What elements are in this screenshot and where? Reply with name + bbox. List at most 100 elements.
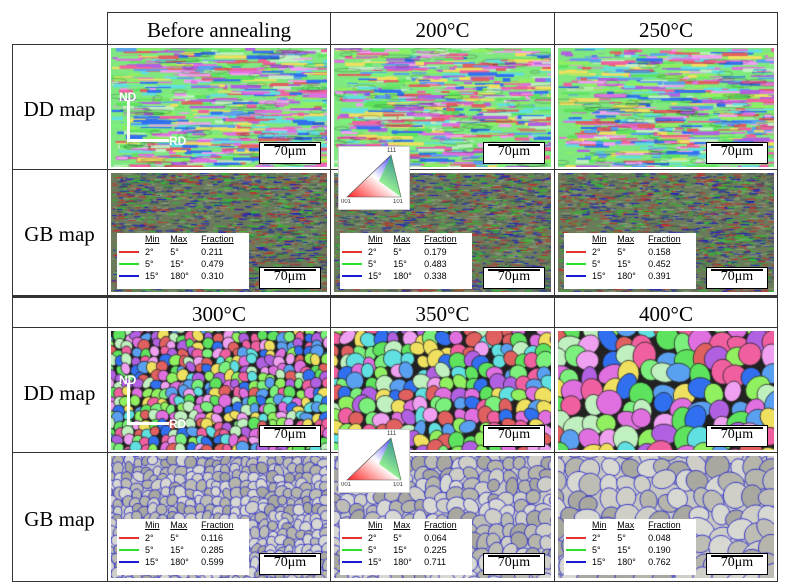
gb-legend: Min Max Fraction 2° 5° 0.064 5° 15° 0.225 15° 180°… — [340, 519, 472, 575]
legend-header-min: Min — [368, 234, 383, 244]
legend-fraction: 0.452 — [648, 259, 671, 269]
legend-row: 15° 180° 0.391 — [564, 270, 696, 282]
axis-label-nd: ND — [119, 90, 137, 104]
legend-max: 15° — [617, 545, 631, 555]
legend-header-max: Max — [617, 520, 635, 530]
gb-legend: Min Max Fraction 2° 5° 0.179 5° 15° 0.483 15° 180°… — [340, 233, 472, 289]
legend-min: 2° — [368, 247, 377, 257]
scale-bar: 70μm — [483, 142, 545, 164]
legend-fraction: 0.064 — [424, 533, 447, 543]
axis-line — [127, 422, 169, 425]
scale-bar: 70μm — [706, 142, 768, 164]
legend-min: 15° — [145, 271, 159, 281]
grid-line — [107, 12, 108, 582]
scale-bar: 70μm — [483, 425, 545, 447]
legend-fraction: 0.391 — [648, 271, 671, 281]
axis-line — [127, 139, 169, 142]
legend-fraction: 0.479 — [201, 259, 224, 269]
legend-max: 15° — [393, 259, 407, 269]
axis-label-rd: RD — [169, 134, 187, 148]
legend-min: 5° — [145, 545, 154, 555]
legend-header-min: Min — [592, 234, 607, 244]
legend-row: 5° 15° 0.225 — [340, 544, 472, 556]
gb-legend: Min Max Fraction 2° 5° 0.116 5° 15° 0.285 15° 180°… — [117, 519, 249, 575]
legend-row: 15° 180° 0.338 — [340, 270, 472, 282]
legend-max: 5° — [393, 247, 402, 257]
legend-swatch — [342, 537, 362, 539]
legend-fraction: 0.190 — [648, 545, 671, 555]
legend-max: 180° — [617, 271, 636, 281]
legend-max: 15° — [170, 259, 184, 269]
legend-fraction: 0.179 — [424, 247, 447, 257]
legend-header-fraction: Fraction — [201, 234, 234, 244]
legend-fraction: 0.310 — [201, 271, 224, 281]
legend-row: 15° 180° 0.711 — [340, 556, 472, 568]
legend-fraction: 0.338 — [424, 271, 447, 281]
legend-row: 5° 15° 0.285 — [117, 544, 249, 556]
row-label-dd-map: DD map — [23, 97, 96, 121]
legend-fraction: 0.762 — [648, 557, 671, 567]
legend-swatch — [119, 275, 139, 277]
legend-row: 5° 15° 0.452 — [564, 258, 696, 270]
legend-swatch — [342, 263, 362, 265]
ipf-label-top: 111 — [387, 148, 397, 154]
grid-line — [12, 581, 778, 582]
ipf-color-key: 111 001 101 — [338, 146, 410, 210]
legend-swatch — [342, 561, 362, 563]
axis-label-rd: RD — [169, 417, 187, 431]
scale-bar: 70μm — [259, 425, 321, 447]
grid-line — [554, 12, 555, 582]
column-header-before-annealing: Before annealing — [146, 18, 292, 42]
orientation-axes: ND RD — [119, 90, 186, 150]
legend-header-min: Min — [592, 520, 607, 530]
ipf-label-left: 001 — [341, 199, 352, 205]
legend-row: 5° 15° 0.190 — [564, 544, 696, 556]
gb-map-image: Min Max Fraction 2° 5° 0.116 5° 15° 0.285 15° 180°… — [111, 456, 327, 578]
legend-max: 15° — [393, 545, 407, 555]
legend-min: 2° — [592, 533, 601, 543]
figure-grid: Before annealing 200°C 250°C 300°C 350°C… — [12, 12, 778, 582]
axis-line — [127, 100, 130, 142]
legend-min: 5° — [592, 545, 601, 555]
legend-row: 15° 180° 0.310 — [117, 270, 249, 282]
legend-min: 2° — [592, 247, 601, 257]
ipf-label-left: 001 — [341, 482, 352, 488]
legend-header-max: Max — [170, 234, 188, 244]
dd-map-image: ND RD 70μm — [111, 331, 327, 450]
legend-swatch — [119, 549, 139, 551]
column-header-200c: 200°C — [415, 18, 470, 42]
legend-fraction: 0.285 — [201, 545, 224, 555]
legend-max: 5° — [617, 533, 626, 543]
dd-map-image: 70μm — [334, 48, 551, 167]
dd-map-image: 70μm — [558, 331, 774, 450]
legend-header-fraction: Fraction — [201, 520, 234, 530]
legend-min: 5° — [592, 259, 601, 269]
column-header-350c: 350°C — [415, 302, 470, 326]
legend-max: 5° — [170, 533, 179, 543]
legend-row: 2° 5° 0.064 — [340, 532, 472, 544]
gb-legend: Min Max Fraction 2° 5° 0.158 5° 15° 0.452 15° 180°… — [564, 233, 696, 289]
legend-max: 5° — [170, 247, 179, 257]
scale-bar: 70μm — [483, 553, 545, 575]
scale-bar: 70μm — [706, 553, 768, 575]
grid-line — [107, 12, 778, 13]
gb-map-image: Min Max Fraction 2° 5° 0.211 5° 15° 0.479 15° 180°… — [111, 173, 327, 292]
legend-max: 180° — [617, 557, 636, 567]
legend-row: 2° 5° 0.116 — [117, 532, 249, 544]
legend-min: 5° — [368, 259, 377, 269]
legend-row: 2° 5° 0.211 — [117, 246, 249, 258]
legend-swatch — [119, 561, 139, 563]
ipf-color-key: 111 001 101 — [338, 429, 410, 493]
legend-swatch — [566, 537, 586, 539]
ipf-label-right: 101 — [393, 199, 404, 205]
ipf-triangle — [346, 154, 402, 198]
legend-min: 15° — [368, 557, 382, 567]
legend-swatch — [566, 263, 586, 265]
legend-row: 2° 5° 0.179 — [340, 246, 472, 258]
legend-fraction: 0.116 — [201, 533, 223, 543]
legend-min: 5° — [368, 545, 377, 555]
legend-min: 15° — [592, 557, 606, 567]
legend-header-fraction: Fraction — [424, 234, 457, 244]
dd-map-image: 70μm — [558, 48, 774, 167]
legend-row: 5° 15° 0.483 — [340, 258, 472, 270]
